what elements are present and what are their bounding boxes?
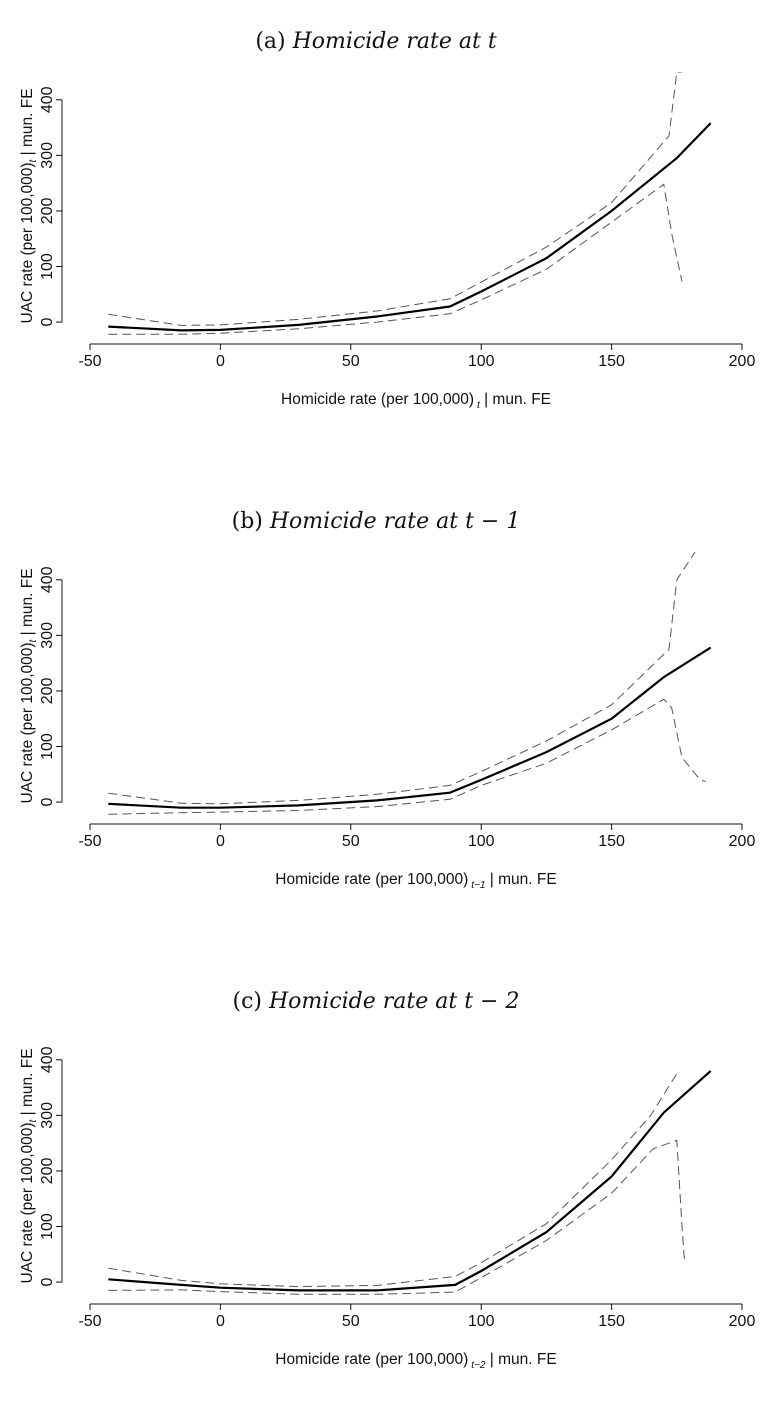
- confidence-band-line: [108, 72, 682, 326]
- y-tick-label: 300: [39, 1102, 56, 1129]
- panel-title: (b) Homicide rate at t − 1: [232, 509, 521, 534]
- y-tick-label: 200: [39, 678, 56, 705]
- y-tick-label: 400: [39, 1046, 56, 1073]
- y-tick-label: 100: [39, 253, 56, 280]
- confidence-band-line: [108, 698, 706, 815]
- x-tick-label: 50: [342, 833, 360, 850]
- y-tick-label: 0: [39, 318, 56, 327]
- x-tick-label: 150: [598, 1313, 625, 1330]
- y-tick-label: 200: [39, 1158, 56, 1185]
- y-axis-label: UAC rate (per 100,000)t | mun. FE: [19, 1048, 39, 1283]
- x-tick-label: 50: [342, 1313, 360, 1330]
- x-tick-label: 200: [729, 1313, 756, 1330]
- x-tick-label: 100: [468, 833, 495, 850]
- y-tick-label: 400: [39, 86, 56, 113]
- x-tick-label: -50: [78, 833, 101, 850]
- y-tick-label: 300: [39, 622, 56, 649]
- y-axis-label: UAC rate (per 100,000)t | mun. FE: [19, 88, 39, 323]
- x-tick-label: 200: [729, 833, 756, 850]
- panel-c: (c) Homicide rate at t − 2 UAC rate (per…: [0, 960, 762, 1400]
- confidence-band-line: [108, 552, 696, 805]
- panel-title: (a) Homicide rate at t: [255, 29, 497, 54]
- panel-a: (a) Homicide rate at t UAC rate (per 100…: [0, 0, 762, 440]
- x-axis-label: Homicide rate (per 100,000) t−2 | mun. FE: [275, 1351, 556, 1371]
- y-tick-label: 400: [39, 566, 56, 593]
- panel-b: (b) Homicide rate at t − 1 UAC rate (per…: [0, 480, 762, 920]
- y-tick-label: 100: [39, 733, 56, 760]
- y-tick-label: 0: [39, 1278, 56, 1287]
- confidence-band-line: [108, 183, 683, 335]
- x-tick-label: -50: [78, 353, 101, 370]
- x-tick-label: 50: [342, 353, 360, 370]
- confidence-band-line: [108, 1073, 678, 1288]
- x-tick-label: 150: [598, 353, 625, 370]
- x-tick-label: 100: [468, 353, 495, 370]
- y-tick-label: 100: [39, 1213, 56, 1240]
- y-tick-label: 0: [39, 798, 56, 807]
- chart-c: (c) Homicide rate at t − 2 UAC rate (per…: [19, 989, 756, 1371]
- y-axis-label: UAC rate (per 100,000)t | mun. FE: [19, 568, 39, 803]
- fitted-line: [108, 1070, 712, 1292]
- y-tick-label: 200: [39, 198, 56, 225]
- confidence-band-line: [108, 1139, 686, 1295]
- x-tick-label: 0: [216, 353, 225, 370]
- fitted-line: [108, 646, 712, 809]
- x-tick-label: 0: [216, 1313, 225, 1330]
- x-tick-label: -50: [78, 1313, 101, 1330]
- chart-b: (b) Homicide rate at t − 1 UAC rate (per…: [19, 509, 756, 891]
- x-tick-label: 100: [468, 1313, 495, 1330]
- chart-a: (a) Homicide rate at t UAC rate (per 100…: [19, 29, 756, 411]
- x-axis-label: Homicide rate (per 100,000) t−1 | mun. FE: [275, 871, 556, 891]
- x-tick-label: 200: [729, 353, 756, 370]
- x-tick-label: 0: [216, 833, 225, 850]
- panel-title: (c) Homicide rate at t − 2: [233, 989, 520, 1014]
- y-tick-label: 300: [39, 142, 56, 169]
- x-axis-label: Homicide rate (per 100,000) t | mun. FE: [281, 391, 551, 411]
- fitted-line: [108, 122, 712, 332]
- x-tick-label: 150: [598, 833, 625, 850]
